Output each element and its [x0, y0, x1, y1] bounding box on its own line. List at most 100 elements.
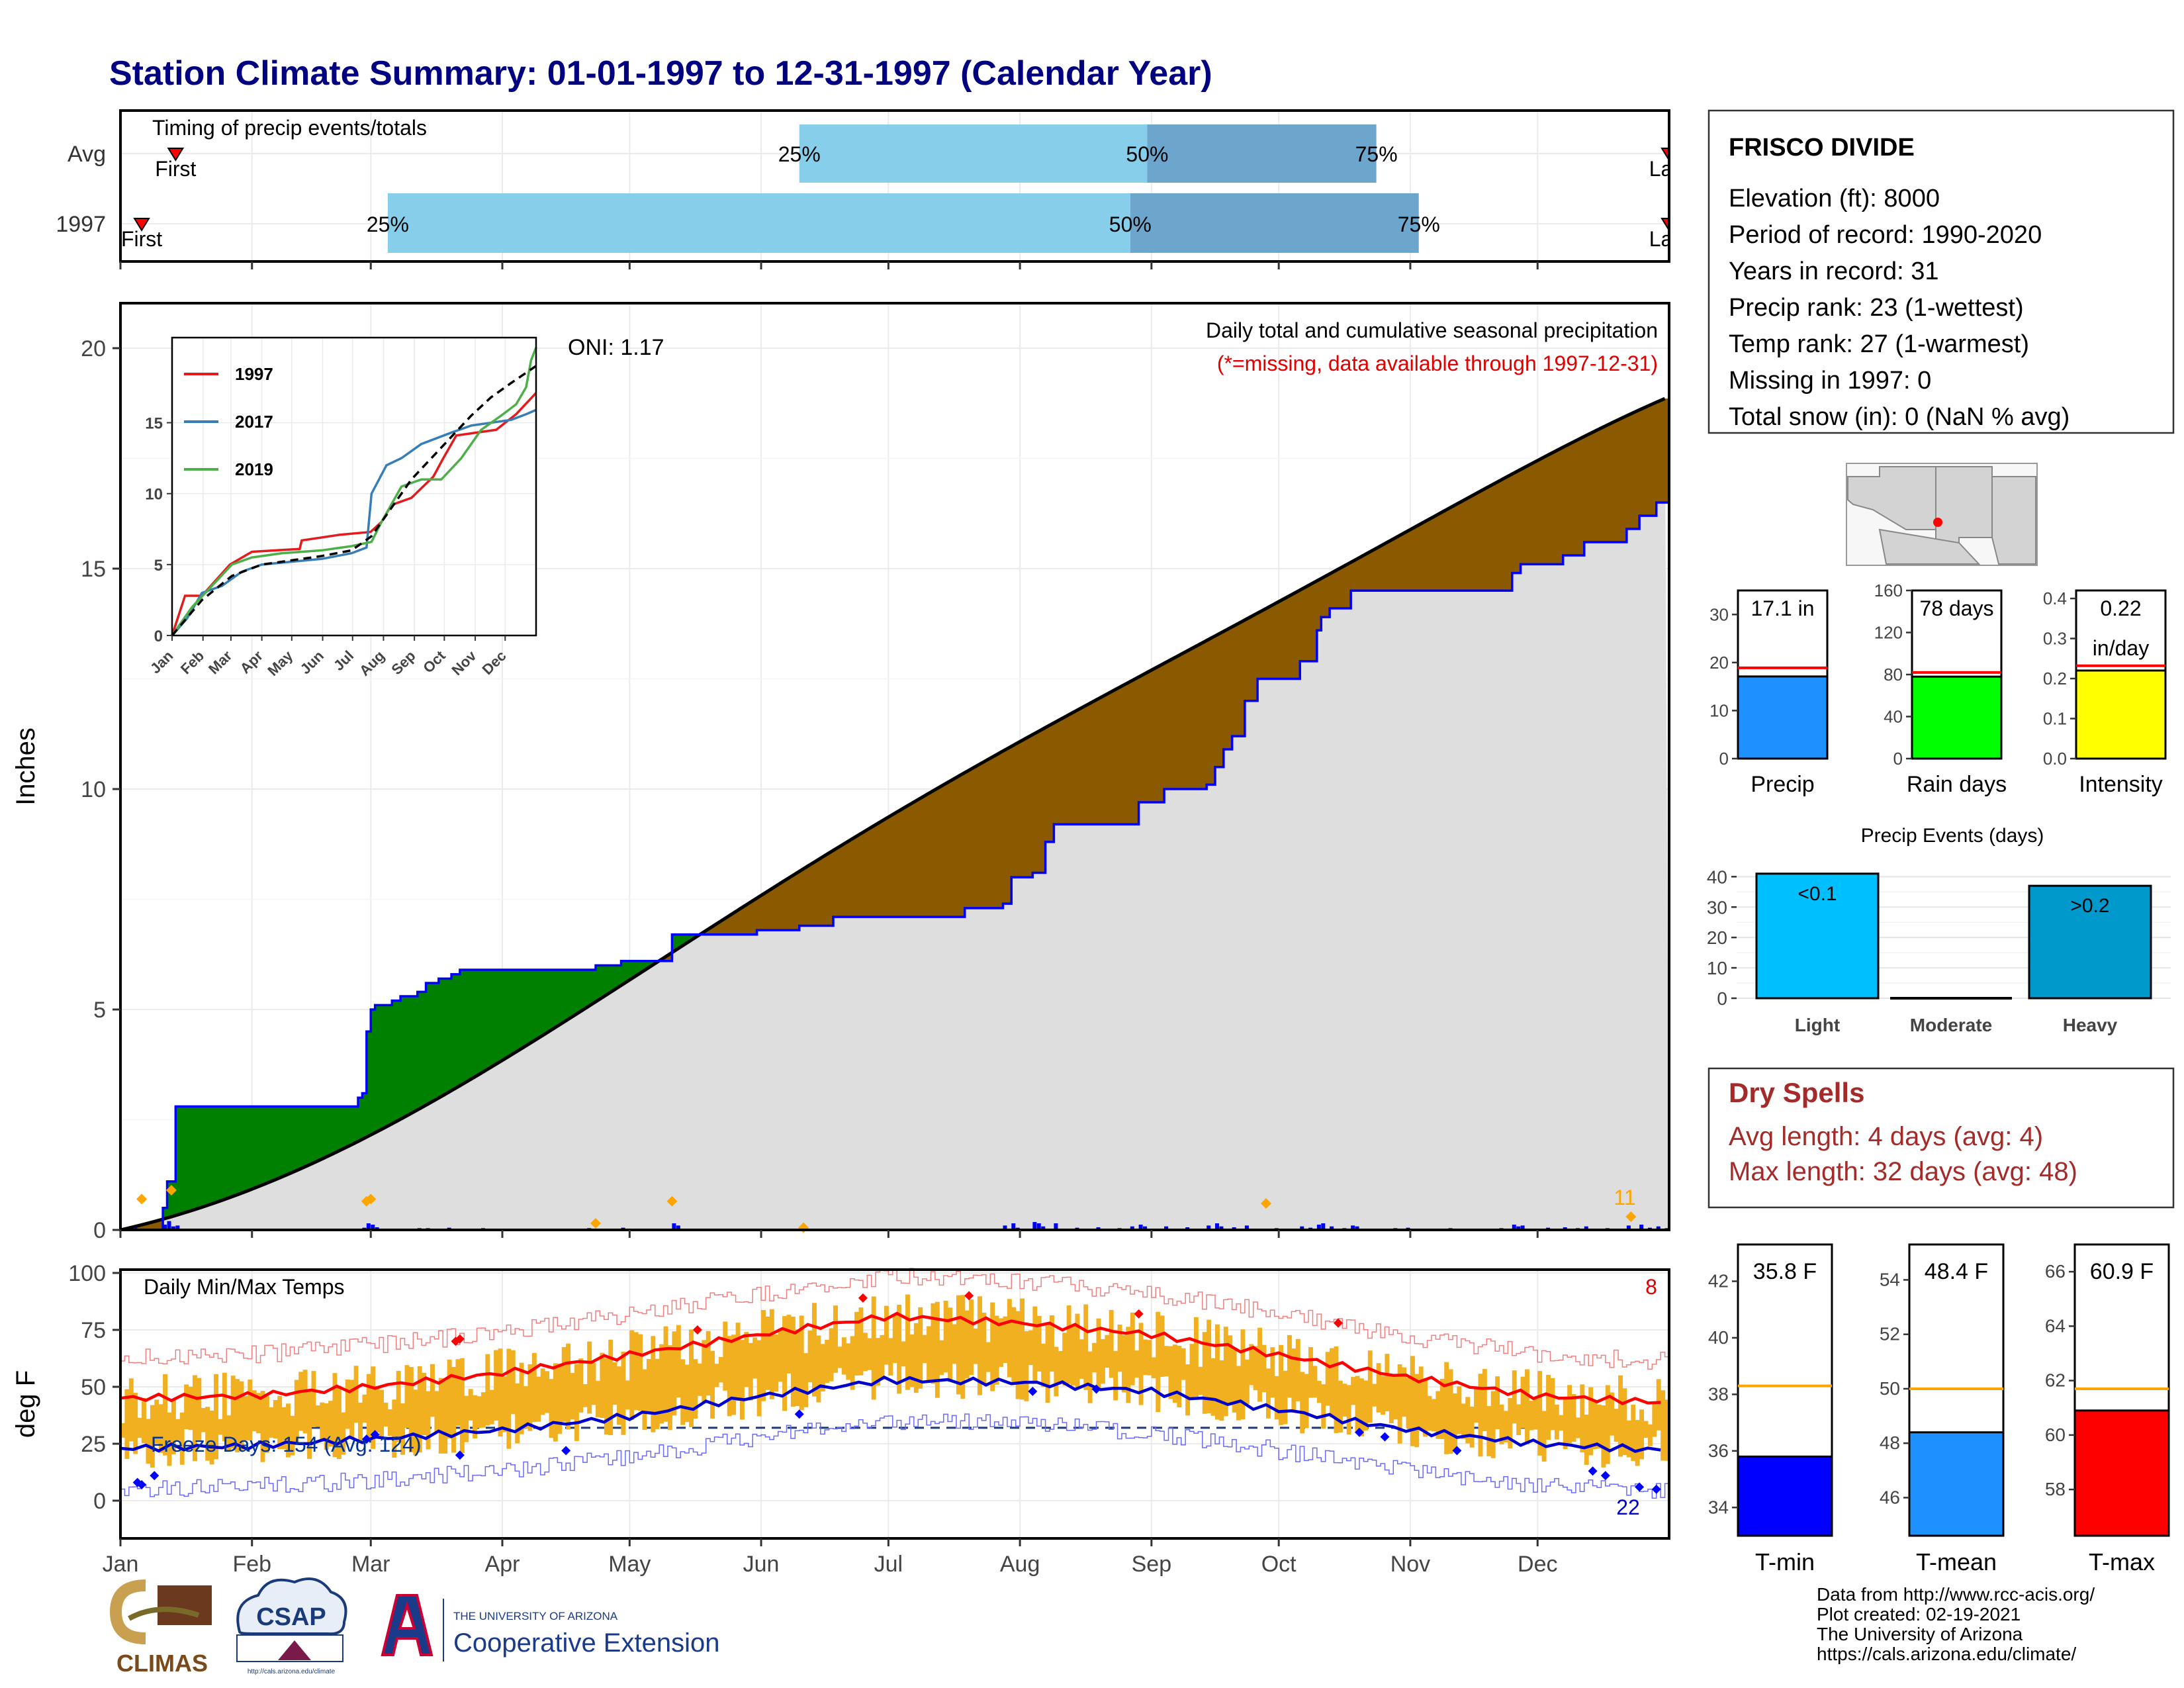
mini-precip-label: Intensity — [2079, 772, 2163, 797]
deficit-area — [1639, 408, 1645, 516]
deficit-area — [888, 816, 893, 917]
precip-missing-note: (*=missing, data available through 1997-… — [1217, 352, 1658, 375]
deficit-area — [1024, 738, 1029, 878]
daily-temp-range-bar — [897, 1305, 902, 1394]
daily-precip-bar — [1206, 1225, 1211, 1230]
daily-temp-range-bar — [582, 1383, 588, 1407]
deficit-area — [718, 921, 723, 935]
daily-precip-bar — [1036, 1223, 1041, 1230]
deficit-area — [1546, 455, 1551, 565]
daily-temp-range-bar — [545, 1371, 550, 1413]
daily-temp-range-bar — [400, 1403, 406, 1455]
daily-temp-range-bar — [782, 1316, 788, 1411]
average-min-temp-line — [120, 1375, 1661, 1453]
daily-temp-range-bar — [1367, 1350, 1373, 1423]
daily-precip-bar — [1244, 1225, 1249, 1230]
daily-temp-range-bar — [404, 1365, 410, 1429]
daily-temp-range-bar — [133, 1393, 138, 1454]
daily-temp-range-bar — [1206, 1319, 1212, 1413]
deficit-area — [1215, 635, 1220, 767]
deficit-area — [1283, 598, 1288, 679]
deficit-area — [867, 828, 872, 917]
daily-temp-range-bar — [536, 1376, 541, 1422]
daily-temp-range-bar — [1588, 1387, 1594, 1456]
deficit-area — [1406, 530, 1411, 591]
surplus-area — [591, 970, 596, 1004]
record-low-marker — [1028, 1386, 1038, 1396]
daily-temp-range-bar — [230, 1376, 236, 1448]
daily-temp-range-bar — [281, 1407, 287, 1450]
daily-temp-range-bar — [1448, 1369, 1453, 1454]
daily-temp-range-bar — [417, 1366, 422, 1453]
surplus-area — [230, 1106, 236, 1197]
deficit-area — [1156, 667, 1161, 802]
deficit-area — [778, 883, 783, 931]
daily-temp-range-bar — [752, 1337, 758, 1379]
surplus-area — [400, 996, 406, 1119]
surplus-area — [468, 970, 473, 1080]
record-low-marker — [361, 1434, 371, 1444]
deficit-area — [668, 954, 673, 961]
daily-precip-bar — [672, 1223, 676, 1230]
climas-logo: CLIMAS — [109, 1579, 212, 1677]
deficit-area — [1385, 542, 1390, 591]
surplus-area — [239, 1106, 244, 1194]
deficit-area — [1054, 722, 1059, 825]
daily-temp-range-bar — [1164, 1346, 1169, 1377]
surplus-area — [498, 970, 503, 1062]
temp-ytick-label: 50 — [81, 1375, 106, 1400]
daily-temp-range-bar — [761, 1309, 766, 1401]
daily-precip-bar — [1164, 1226, 1169, 1230]
daily-temp-range-bar — [1036, 1315, 1042, 1372]
deficit-area — [846, 841, 851, 917]
deficit-area — [884, 818, 889, 917]
surplus-area — [358, 1098, 363, 1141]
daily-temp-range-bar — [1062, 1333, 1068, 1385]
daily-temp-range-bar — [1546, 1374, 1551, 1440]
mini-precip-ytick-label: 160 — [1874, 581, 1903, 600]
precip-event-flag — [165, 1185, 177, 1196]
daily-temp-range-bar — [837, 1346, 842, 1368]
deficit-area — [943, 783, 948, 917]
daily-temp-range-bar — [163, 1374, 168, 1456]
daily-temp-range-bar — [1117, 1325, 1122, 1372]
daily-temp-range-bar — [1172, 1344, 1177, 1403]
deficit-area — [1206, 639, 1212, 785]
daily-precip-bar — [1003, 1225, 1007, 1230]
mini-temp-charts: 35.8 F 34 36 38 40 42 T-min 48.4 F 46 48 50 52 54 T-m… — [1708, 1243, 2170, 1575]
daily-precip-bar — [1516, 1226, 1521, 1230]
timing-quantile-label: 75% — [1398, 212, 1440, 236]
daily-temp-range-bar — [438, 1378, 443, 1454]
deficit-area — [1393, 538, 1398, 591]
daily-temp-range-bar — [892, 1314, 897, 1364]
daily-temp-range-bar — [1134, 1350, 1140, 1378]
deficit-area — [807, 865, 813, 926]
deficit-area — [1597, 429, 1602, 543]
deficit-area — [1261, 610, 1267, 679]
daily-temp-range-bar — [978, 1296, 982, 1395]
deficit-area — [931, 790, 936, 917]
deficit-area — [710, 926, 715, 935]
surplus-area — [294, 1106, 299, 1171]
deficit-area — [1482, 489, 1487, 591]
month-tick-label: Sep — [1132, 1552, 1172, 1577]
surplus-area — [672, 934, 677, 951]
deficit-area — [825, 854, 830, 926]
daily-temp-range-bar — [243, 1396, 248, 1441]
deficit-area — [1563, 445, 1568, 556]
inset-series-line-1997 — [171, 392, 537, 636]
surplus-area — [214, 1106, 219, 1203]
daily-temp-range-bar — [1418, 1366, 1424, 1431]
daily-precip-bar — [1143, 1226, 1148, 1230]
daily-temp-range-bar — [1156, 1311, 1161, 1413]
surplus-area — [328, 1106, 334, 1155]
deficit-area — [1172, 657, 1177, 789]
observed-cumulative-line — [120, 476, 1670, 1231]
surplus-area — [345, 1106, 350, 1147]
daily-temp-range-bar — [1228, 1335, 1233, 1405]
daily-temp-range-bar — [371, 1366, 376, 1449]
deficit-area — [1402, 533, 1407, 591]
timing-bar-q25-q50 — [387, 193, 1130, 253]
daily-temp-range-bar — [1656, 1379, 1661, 1430]
deficit-area — [1244, 618, 1250, 701]
